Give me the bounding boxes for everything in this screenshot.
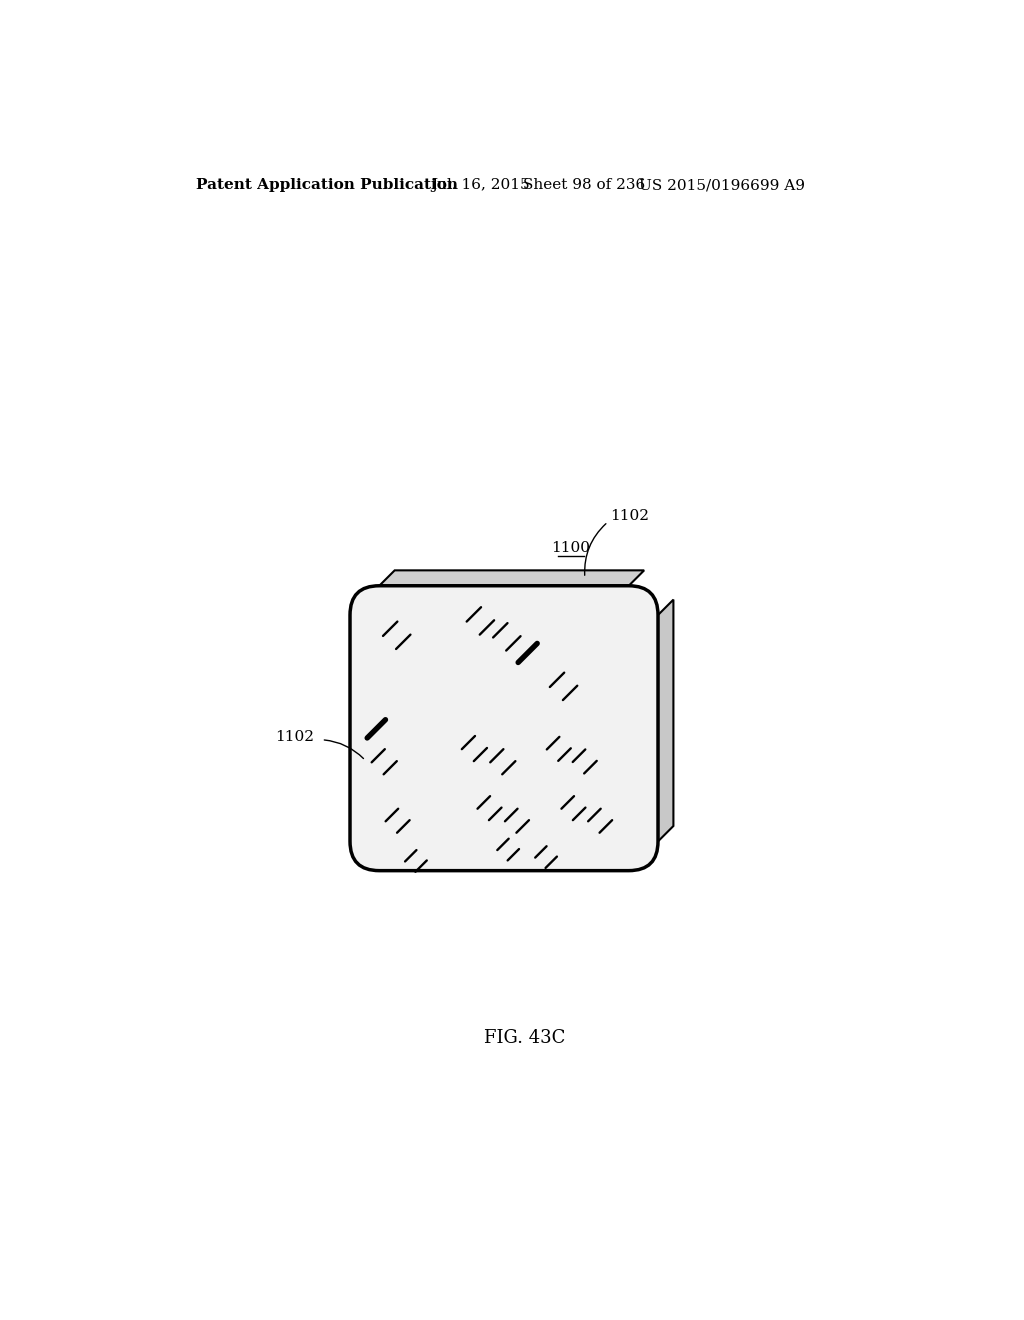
Text: FIG. 43C: FIG. 43C	[484, 1028, 565, 1047]
Ellipse shape	[429, 804, 460, 825]
Text: 1102: 1102	[610, 510, 649, 524]
Circle shape	[453, 651, 529, 729]
Text: US 2015/0196699 A9: US 2015/0196699 A9	[639, 178, 805, 193]
Circle shape	[460, 747, 475, 763]
Circle shape	[388, 669, 435, 718]
Circle shape	[466, 665, 516, 714]
Ellipse shape	[621, 743, 638, 767]
Circle shape	[548, 685, 564, 702]
Circle shape	[395, 620, 413, 636]
Ellipse shape	[631, 804, 647, 825]
Polygon shape	[658, 599, 674, 841]
Circle shape	[415, 849, 428, 862]
Ellipse shape	[541, 610, 571, 644]
FancyBboxPatch shape	[350, 586, 658, 871]
Circle shape	[584, 748, 598, 763]
Ellipse shape	[584, 681, 608, 714]
Ellipse shape	[419, 743, 438, 767]
Circle shape	[545, 845, 558, 858]
Circle shape	[496, 849, 509, 862]
Circle shape	[396, 807, 412, 822]
Circle shape	[516, 807, 530, 822]
Ellipse shape	[434, 619, 446, 632]
Text: 1102: 1102	[274, 730, 313, 744]
Text: 1100: 1100	[552, 541, 591, 554]
Circle shape	[599, 807, 613, 822]
Circle shape	[545, 748, 560, 763]
Circle shape	[502, 747, 517, 763]
Ellipse shape	[586, 846, 599, 865]
Ellipse shape	[442, 845, 478, 866]
Text: Patent Application Publication: Patent Application Publication	[196, 178, 458, 193]
Ellipse shape	[581, 611, 608, 645]
Circle shape	[383, 747, 398, 763]
Text: Jul. 16, 2015: Jul. 16, 2015	[431, 178, 529, 193]
Circle shape	[375, 656, 449, 730]
Circle shape	[476, 807, 490, 822]
Circle shape	[560, 807, 574, 822]
Polygon shape	[379, 570, 644, 586]
Text: Sheet 98 of 236: Sheet 98 of 236	[523, 178, 645, 193]
Circle shape	[506, 622, 522, 638]
Circle shape	[465, 620, 481, 636]
